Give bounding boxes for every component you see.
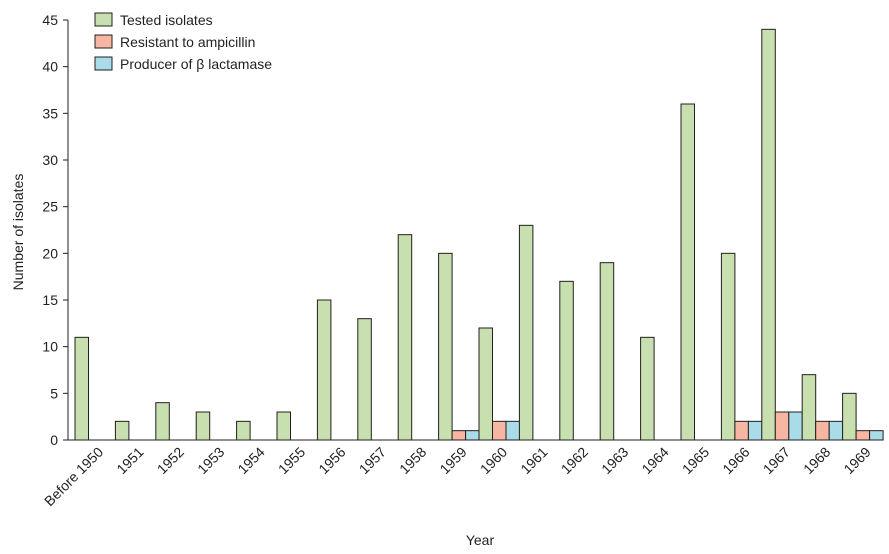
bar	[559, 280, 574, 441]
bar	[505, 420, 520, 441]
bar	[788, 411, 803, 441]
x-tick-label: 1959	[436, 444, 469, 477]
legend-swatch	[94, 34, 113, 49]
y-tick-label: 5	[50, 385, 58, 401]
y-tick-label: 20	[42, 245, 58, 261]
bar	[155, 402, 170, 441]
y-tick-label: 25	[42, 199, 58, 215]
legend-label: Resistant to ampicillin	[120, 34, 255, 50]
bar	[74, 336, 89, 441]
y-tick-label: 30	[42, 152, 58, 168]
bar	[114, 420, 130, 441]
legend-swatch	[94, 12, 113, 27]
y-tick-label: 35	[42, 105, 58, 121]
bar	[720, 252, 736, 441]
y-tick-label: 10	[42, 339, 58, 355]
bar	[276, 411, 291, 441]
x-tick-label: 1953	[194, 444, 227, 477]
bars	[74, 28, 884, 441]
x-tick-label: 1969	[840, 444, 873, 477]
bar	[397, 234, 413, 441]
bar	[357, 318, 372, 441]
y-tick-label: 45	[42, 12, 58, 28]
bar	[842, 392, 857, 441]
x-tick-label: 1962	[558, 444, 591, 477]
legend: Tested isolates Resistant to ampicillin Pr…	[94, 12, 272, 72]
bar	[465, 430, 480, 441]
bar	[774, 411, 790, 441]
bar	[438, 252, 453, 441]
legend-label: Tested isolates	[120, 12, 213, 28]
x-tick-label: 1968	[800, 444, 833, 477]
x-tick-label: 1967	[760, 444, 793, 477]
x-tick-label: 1961	[517, 444, 550, 477]
x-tick-label: 1965	[679, 444, 712, 477]
y-axis-title: Number of isolates	[10, 174, 26, 291]
bar	[195, 411, 211, 441]
y-tick-label: 40	[42, 59, 58, 75]
legend-swatch	[94, 56, 113, 71]
y-axis: 0 5 10 15 20 25 30 35 40 45	[42, 12, 69, 448]
bar	[734, 420, 749, 441]
y-tick-label: 0	[50, 432, 58, 448]
bar	[869, 430, 884, 441]
bar	[478, 327, 493, 441]
bar	[828, 420, 844, 441]
x-tick-label: 1952	[154, 444, 187, 477]
bar	[680, 103, 695, 441]
legend-label: Producer of β lactamase	[120, 56, 272, 72]
x-tick-label: 1951	[113, 444, 146, 477]
x-tick-label: 1963	[598, 444, 631, 477]
y-tick-label: 15	[42, 292, 58, 308]
x-axis: Before 1950 1951 1952 1953 1954 1955 1956 1957 1…	[41, 439, 883, 509]
x-axis-title: Year	[466, 532, 495, 548]
bar	[761, 28, 776, 441]
x-tick-label: 1956	[315, 444, 348, 477]
x-tick-label: 1964	[638, 444, 671, 477]
bar	[316, 299, 332, 441]
bar	[801, 374, 817, 441]
x-tick-label: 1955	[275, 444, 308, 477]
bar	[815, 420, 830, 441]
bar	[236, 420, 251, 441]
x-tick-label: 1966	[719, 444, 752, 477]
x-tick-label: 1954	[234, 444, 267, 477]
x-tick-label: 1958	[396, 444, 429, 477]
bar	[599, 262, 615, 441]
x-tick-label: 1957	[356, 444, 389, 477]
bar	[451, 430, 467, 441]
bar	[518, 224, 534, 441]
x-tick-label: Before 1950	[41, 444, 106, 509]
bar	[855, 430, 871, 441]
bar	[640, 336, 655, 441]
bar	[747, 420, 763, 441]
bar	[492, 420, 507, 441]
x-tick-label: 1960	[477, 444, 510, 477]
